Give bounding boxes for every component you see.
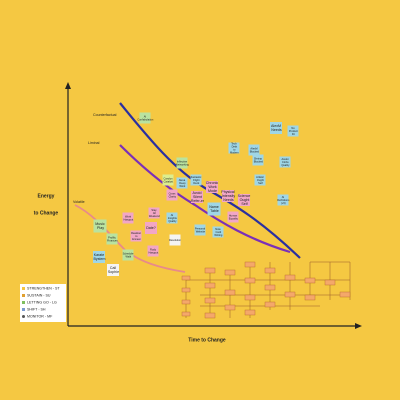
note-label: Note Card Writing [214,227,223,237]
legend-icon [22,315,25,318]
note-label: Name Table [209,205,219,213]
note-label: Work Hangout [123,214,134,221]
counterfactual-curve [119,102,301,259]
note-label: Date? [146,226,156,230]
sticky-note[interactable] [248,144,260,156]
sticky-note[interactable] [107,264,119,276]
legend-item: MONITOR - MF [27,314,53,318]
note-label: Rudy Hangout [148,247,159,254]
sticky-note[interactable] [194,224,206,236]
sticky-note[interactable] [207,202,221,216]
sticky-note[interactable] [287,125,299,137]
sticky-note[interactable] [106,233,118,245]
sticky-note[interactable] [176,177,188,189]
curve-label: Liminal [88,141,100,145]
sticky-note[interactable] [139,112,151,124]
note-label: Shrimp Blocked [253,156,264,163]
note-label: Artistic Ought Self [256,175,264,185]
sticky-note[interactable] [162,174,174,186]
note-label: Fantastic Flight Deck [191,175,202,185]
sticky-note[interactable] [227,211,239,223]
note-label: Inflective Networking [175,159,189,166]
sticky-note[interactable] [148,207,160,219]
note-label: Personal Website [195,226,206,233]
sticky-note[interactable] [130,230,142,242]
curve-label: Counterfactual [93,113,117,117]
note-label: Prolific Finances [106,235,118,242]
sticky-note[interactable] [147,245,159,257]
flowchart [181,261,351,319]
sticky-note[interactable] [206,181,218,193]
legend-item: SUSTAIN - SU [27,293,51,297]
note-label: AI Definitions (v3) [277,195,291,205]
legend-icon [22,294,25,297]
sticky-note[interactable] [279,156,291,168]
y-axis-label: to Change [34,210,59,216]
note-label: Call Sophie [107,266,119,274]
sticky-note[interactable] [212,226,224,238]
note-label: Alexa Deep Work [179,178,187,188]
sticky-notes: AI Confabulation AlexM Needs No Product Fi… [93,112,299,276]
sticky-note[interactable] [191,191,203,203]
sticky-note[interactable] [228,142,240,154]
legend-item: STRENGTHEN - ST [27,286,60,290]
note-label: AI Confabulation [137,114,154,121]
x-arrow [355,323,362,329]
note-label: Stay All Weekend [148,208,160,218]
sticky-note[interactable] [238,194,250,206]
note-label: Carolyn Catalyst [163,176,173,183]
sticky-note[interactable] [122,249,134,261]
sticky-note[interactable] [169,234,181,246]
sticky-note[interactable] [254,174,266,186]
sticky-note[interactable] [166,212,178,224]
note-label: Human Equality [228,213,239,220]
note-label: Physical Intensity Needs [221,190,236,202]
curve-label: Volatile [73,200,85,204]
note-label: AlexM Blocked [249,146,260,153]
legend-box [20,284,66,322]
liminal-curve [119,144,291,254]
note-label: AlexM Needs [270,124,282,132]
note-label: AI Insights Quality [167,213,177,223]
sticky-note[interactable] [270,122,282,134]
y-arrow [65,82,71,89]
y-axis-label: Energy [38,193,55,199]
note-label: Karate Bystem [93,253,106,261]
note-label: No Product Fit [288,126,298,136]
sticky-note[interactable] [277,194,289,206]
note-label: Avoid Silent Refer-er [190,191,205,203]
note-label: Music Play [95,222,105,230]
legend: STRENGTHEN - ST SUSTAIN - SU LETTING GO … [20,284,66,322]
note-label: Schedule Walk [123,251,134,258]
sticky-note[interactable] [93,251,105,263]
legend-icon [22,301,25,304]
sticky-note[interactable] [252,154,264,166]
sticky-note[interactable] [145,222,157,234]
x-axis-label: Time to Change [188,337,226,343]
sticky-note[interactable] [93,219,107,233]
sticky-note[interactable] [222,190,234,202]
note-label: Science Ought Self [238,194,251,206]
legend-item: LETTING GO - LG [27,300,57,304]
note-label: Resolution [169,238,182,242]
note-label: Tech Debt to Modern [229,141,239,154]
sticky-note[interactable] [176,157,188,169]
note-label: Assist Circle Quality [281,157,290,167]
sticky-note[interactable] [122,212,134,224]
legend-icon [22,308,25,311]
legend-item: SHIFT - SH [27,307,46,311]
sticky-note[interactable] [166,189,178,201]
legend-icon [22,287,25,290]
sticky-note[interactable] [190,174,202,186]
note-label: Cross Clarity [168,191,177,198]
note-label: Readout to Enneat [131,231,141,241]
note-label: Chronic Work Mode [206,181,219,193]
